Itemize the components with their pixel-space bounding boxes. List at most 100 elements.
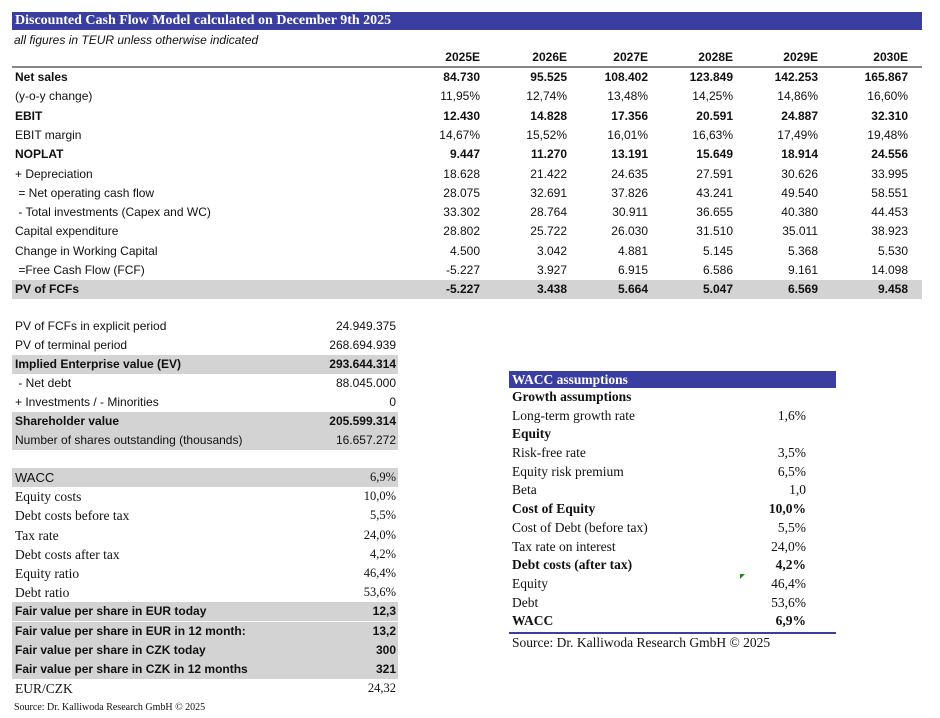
- cell-value: 321: [375, 662, 396, 676]
- table-row: Fair value per share in CZK today 300: [12, 640, 398, 660]
- year-header: 2029E: [783, 50, 818, 64]
- year-header-row: 2025E 2026E 2027E 2028E 2029E 2030E: [12, 50, 922, 68]
- cell-value: 5.530: [877, 243, 908, 258]
- cell-value: 5,5%: [369, 508, 396, 523]
- row-label: Debt costs (after tax): [512, 557, 633, 573]
- cell-value: 24.887: [781, 108, 818, 123]
- cell-value: 25.722: [530, 224, 567, 239]
- cell-value: 6,9%: [369, 470, 396, 484]
- row-label: WACC: [512, 613, 554, 629]
- cell-value: 13.191: [611, 147, 648, 162]
- table-row: WACC 6,9%: [12, 468, 398, 487]
- cell-value: 33.995: [871, 166, 908, 181]
- table-row: Cost of Equity 10,0%: [509, 500, 836, 519]
- cell-value: 17,49%: [777, 127, 818, 142]
- cell-value: 31.510: [696, 224, 733, 239]
- table-row: Equity risk premium 6,5%: [509, 463, 836, 482]
- cell-value: 40.380: [781, 205, 818, 220]
- table-row: Growth assumptions: [509, 388, 836, 407]
- row-label: Fair value per share in EUR today: [15, 604, 207, 619]
- units-note: all figures in TEUR unless otherwise ind…: [14, 33, 259, 47]
- cell-value: 33.302: [443, 205, 480, 220]
- table-row: - Net debt 88.045.000: [12, 374, 398, 393]
- cell-value: 16,01%: [607, 127, 648, 142]
- table-row: Equity 46,4%: [509, 575, 836, 594]
- table-row: Fair value per share in EUR today 12,3: [12, 602, 398, 622]
- row-label: Debt costs after tax: [15, 546, 120, 562]
- row-label: Cost of Debt (before tax): [512, 519, 648, 535]
- cell-value: 24.949.375: [335, 319, 396, 333]
- cell-value: 24,0%: [363, 527, 396, 542]
- row-label: Debt costs before tax: [15, 508, 130, 524]
- cell-value: 38.923: [871, 224, 908, 239]
- cell-value: 205.599.314: [329, 414, 396, 428]
- cell-value: 24,32: [367, 681, 396, 696]
- year-header: 2030E: [873, 50, 908, 64]
- cell-value: 88.045.000: [335, 376, 396, 390]
- cell-value: 24.556: [871, 147, 908, 162]
- cell-value: 58.551: [871, 185, 908, 200]
- cell-value: 32.310: [871, 108, 908, 123]
- row-label: Fair value per share in EUR in 12 month:: [15, 623, 246, 638]
- row-label: + Depreciation: [15, 166, 93, 181]
- row-label: EBIT: [15, 108, 43, 123]
- row-label: NOPLAT: [15, 147, 64, 162]
- table-row: Shareholder value 205.599.314: [12, 412, 398, 431]
- cell-value: 268.694.939: [329, 338, 396, 352]
- cell-value: 16.657.272: [335, 433, 396, 447]
- cell-value: 293.644.314: [329, 357, 396, 371]
- cell-value: 4.500: [449, 243, 480, 258]
- cell-value: 36.655: [696, 205, 733, 220]
- row-label: = Net operating cash flow: [15, 185, 155, 200]
- row-label: Long-term growth rate: [512, 407, 635, 423]
- table-row: Tax rate on interest 24,0%: [509, 538, 836, 557]
- row-label: Tax rate on interest: [512, 538, 616, 554]
- cell-value: 12.430: [443, 108, 480, 123]
- row-label: Equity: [512, 575, 548, 591]
- table-row: Cost of Debt (before tax) 5,5%: [509, 519, 836, 538]
- year-header: 2027E: [613, 50, 648, 64]
- cell-value: 28.075: [443, 185, 480, 200]
- wacc-assumptions-title: WACC assumptions: [509, 371, 836, 388]
- cell-value: 53,6%: [363, 585, 396, 600]
- row-label: Debt ratio: [15, 585, 70, 601]
- cell-value: 4.881: [617, 243, 648, 258]
- row-label: =Free Cash Flow (FCF): [15, 263, 145, 277]
- cell-value: 123.849: [689, 70, 733, 84]
- table-row: Debt ratio 53,6%: [12, 583, 398, 602]
- cell-value: 20.591: [696, 108, 733, 123]
- cell-value: 27.591: [696, 166, 733, 181]
- divider: [509, 631, 836, 634]
- table-row: =Free Cash Flow (FCF) -5.227 3.927 6.915 6.5…: [12, 261, 922, 280]
- cell-value: 3.927: [536, 263, 567, 277]
- cell-value: 5.145: [702, 243, 733, 258]
- cell-value: 9.161: [787, 263, 818, 277]
- cell-value: 14,25%: [692, 89, 733, 104]
- wacc-source-note: Source: Dr. Kalliwoda Research GmbH © 20…: [512, 634, 771, 650]
- row-label: Net sales: [15, 70, 68, 84]
- row-label: Risk-free rate: [512, 445, 586, 461]
- year-header: 2028E: [698, 50, 733, 64]
- row-label: Tax rate: [15, 527, 59, 543]
- row-label: PV of FCFs in explicit period: [15, 319, 167, 333]
- row-label: WACC: [15, 470, 55, 485]
- cell-value: 35.011: [782, 224, 818, 239]
- cell-value: 30.626: [781, 166, 818, 181]
- row-label: Capital expenditure: [15, 224, 119, 239]
- wacc-assumptions-box: WACC assumptions Growth assumptions Long-…: [509, 371, 836, 652]
- table-row: EUR/CZK 24,32: [12, 679, 398, 698]
- cell-value: 46,4%: [363, 566, 396, 580]
- row-label: Number of shares outstanding (thousands): [15, 433, 243, 447]
- table-row: PV of FCFs in explicit period 24.949.375: [12, 317, 398, 336]
- table-row: Beta 1,0: [509, 481, 836, 500]
- cell-value: 9.447: [449, 147, 480, 162]
- table-row: Debt costs after tax 4,2%: [12, 545, 398, 564]
- cell-value: 26.030: [611, 224, 648, 239]
- cell-value: 16,63%: [692, 127, 733, 142]
- cell-value: 12,3: [372, 604, 396, 619]
- cell-value: 95.525: [530, 70, 567, 84]
- cell-value: 12,74%: [526, 89, 567, 104]
- cell-value: -5.227: [445, 263, 480, 277]
- cell-value: 28.764: [530, 205, 567, 220]
- cell-value: 13,48%: [607, 89, 648, 104]
